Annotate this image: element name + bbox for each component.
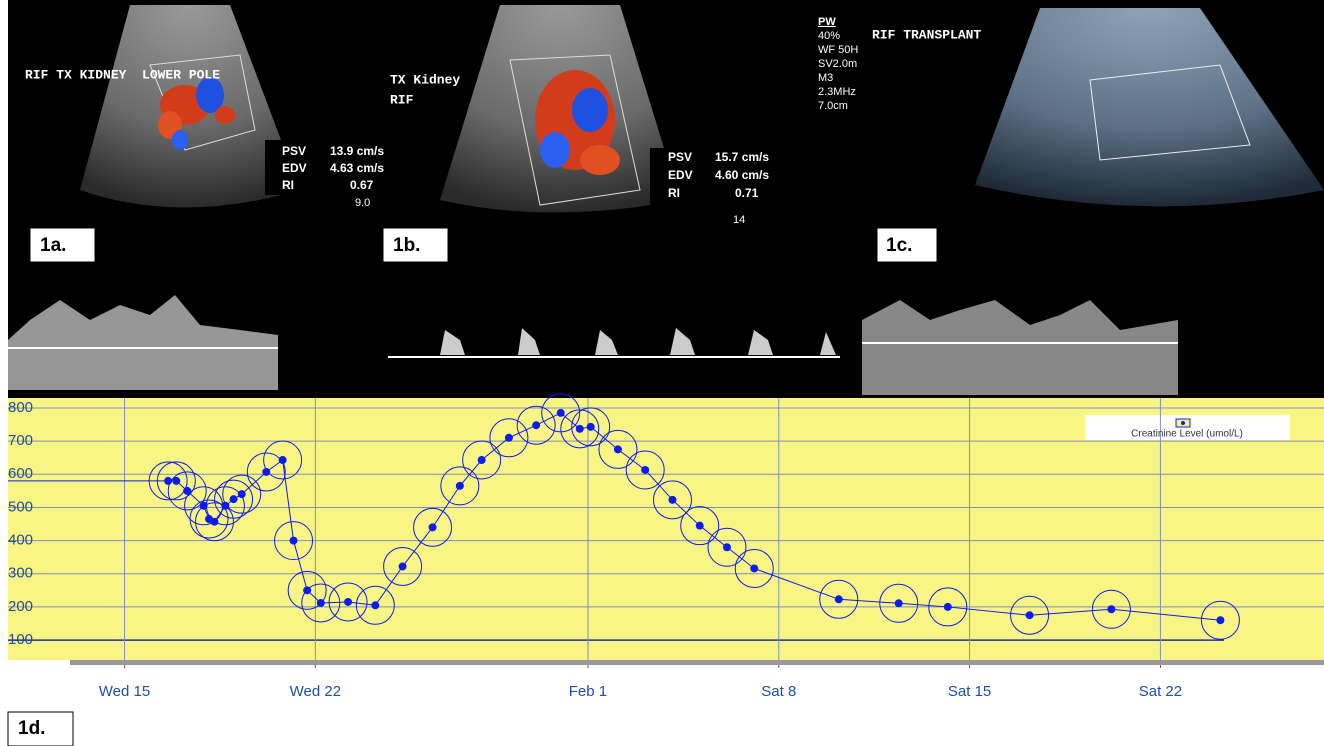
measurement-name: PSV	[668, 150, 692, 164]
measurement-value: 13.9 cm/s	[330, 144, 384, 158]
setting: SV2.0m	[818, 58, 857, 70]
point	[183, 487, 191, 495]
point	[290, 537, 298, 545]
measurement-name: RI	[282, 178, 294, 192]
point	[614, 445, 622, 453]
measurement-value: 4.60 cm/s	[715, 168, 769, 182]
x-tick-label: Sat 22	[1139, 683, 1182, 700]
point	[668, 496, 676, 504]
setting: 2.3MHz	[818, 86, 856, 98]
panel-title: RIF TX KIDNEY LOWER POLE	[25, 67, 220, 82]
setting: 40%	[818, 30, 840, 42]
y-tick-label: 700	[8, 432, 33, 449]
panel-label: 1b.	[393, 235, 420, 256]
y-tick-label: 500	[8, 498, 33, 515]
x-tick-label: Sat 15	[948, 683, 991, 700]
setting: M3	[818, 72, 833, 84]
measurement-name: RI	[668, 186, 680, 200]
point	[944, 603, 952, 611]
point	[723, 543, 731, 551]
point	[1026, 611, 1034, 619]
panel-label: 1a.	[40, 235, 66, 256]
measurement-value: 4.63 cm/s	[330, 161, 384, 175]
depth-label: 9.0	[355, 197, 370, 209]
y-tick-label: 800	[8, 399, 33, 416]
measurement-value: 15.7 cm/s	[715, 150, 769, 164]
y-tick-label: 100	[8, 631, 33, 648]
setting: WF 50H	[818, 44, 858, 56]
point	[1107, 605, 1115, 613]
point	[532, 421, 540, 429]
x-tick-label: Wed 15	[99, 683, 150, 700]
depth-label: 14	[733, 214, 745, 226]
legend-label: Creatinine Level (umol/L)	[1131, 429, 1243, 440]
point	[641, 466, 649, 474]
panel-title: RIF TRANSPLANT	[872, 27, 981, 42]
point	[230, 495, 238, 503]
panel-title: RIF	[390, 92, 414, 107]
measurement-name: EDV	[668, 168, 693, 182]
legend-marker	[1181, 421, 1185, 425]
figure: RIF TX KIDNEY LOWER POLE PSV 13.9 cm/s E…	[0, 0, 1324, 746]
y-tick-label: 600	[8, 465, 33, 482]
point	[696, 522, 704, 530]
point	[835, 595, 843, 603]
point	[750, 564, 758, 572]
point	[557, 409, 565, 417]
point	[238, 490, 246, 498]
panel-title: TX Kidney	[390, 72, 460, 87]
measurement-value: 0.67	[350, 178, 374, 192]
point	[317, 599, 325, 607]
point	[505, 434, 513, 442]
y-tick-label: 400	[8, 532, 33, 549]
y-tick-label: 200	[8, 598, 33, 615]
x-tick-label: Feb 1	[569, 683, 607, 700]
point	[478, 456, 486, 464]
chart-label: 1d.	[18, 718, 45, 739]
measurement-value: 0.71	[735, 186, 759, 200]
point	[429, 523, 437, 531]
point	[895, 599, 903, 607]
x-tick-label: Wed 22	[290, 683, 341, 700]
point	[371, 601, 379, 609]
point	[587, 423, 595, 431]
x-axis	[70, 660, 1324, 665]
panel-label: 1c.	[886, 235, 912, 256]
point	[279, 456, 287, 464]
point	[456, 482, 464, 490]
setting: PW	[818, 16, 836, 28]
setting: 7.0cm	[818, 100, 848, 112]
measurement-name: EDV	[282, 161, 307, 175]
point	[1216, 616, 1224, 624]
measurement-name: PSV	[282, 144, 306, 158]
point	[399, 562, 407, 570]
y-tick-label: 300	[8, 565, 33, 582]
point	[576, 425, 584, 433]
x-tick-label: Sat 8	[761, 683, 796, 700]
point	[344, 598, 352, 606]
